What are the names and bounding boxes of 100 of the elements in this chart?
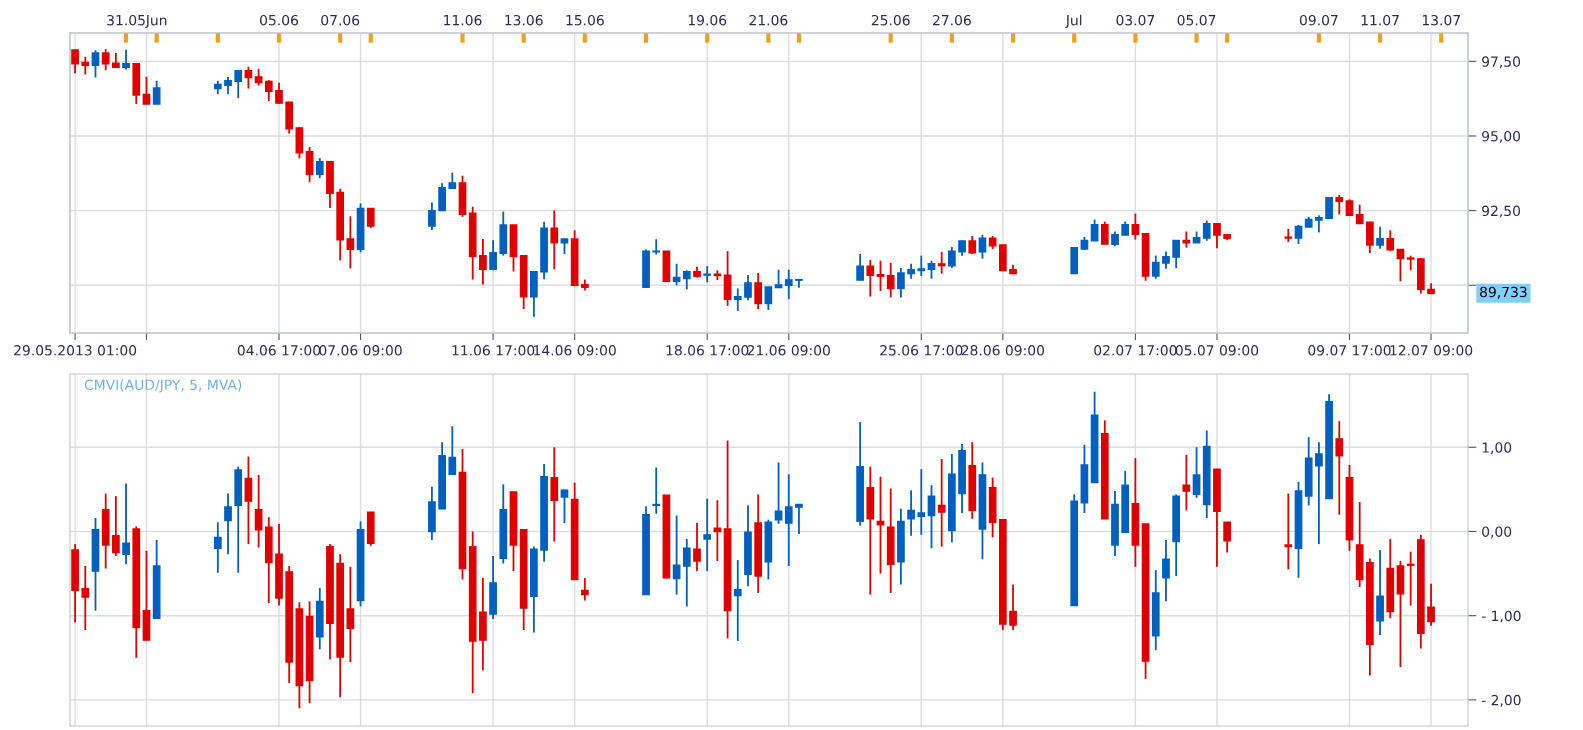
x2-tick-label: 21.06 [749,14,788,26]
candlestick [978,233,987,260]
candlestick [1376,225,1384,250]
x2-tick-label: Jun [145,15,167,29]
candlestick [703,265,712,284]
candlestick [1223,521,1231,554]
candlestick [122,482,130,566]
y-tick-label: 97,50 [1482,56,1521,69]
candlestick [1294,224,1303,245]
x-tick-label: 28.06 09:00 [961,345,1045,356]
candlestick [693,522,701,572]
candlestick [550,209,559,271]
candlestick [764,286,773,311]
candlestick [550,446,559,543]
candlestick [866,258,875,298]
candlestick [1162,538,1170,603]
text: 89,733 [1480,286,1527,299]
chart-title: CMVI(AUD/JPY, 5, MVA) [84,379,242,393]
y-tick-label: 92,50 [1482,205,1521,218]
x2-tick-label: Jul [1065,14,1082,29]
x-tick-label: 29.05.2013 01:00 [14,345,137,356]
candlestick [366,207,375,229]
y-tick-label: 0,00 [1482,526,1512,539]
candlestick [733,287,742,312]
x2-tick-label: 15.06 [566,14,604,26]
candlestick [489,239,497,272]
y-tick-label: 1,00 [1482,442,1512,455]
candlestick [917,254,926,277]
candlestick [1315,441,1323,546]
x-tick-label: 18.06 17:00 [666,345,749,356]
candlestick [1131,212,1140,241]
candlestick [244,455,253,546]
candlestick [1172,239,1181,270]
x-tick-label: 02.07 17:00 [1094,345,1177,356]
candlestick [703,497,712,572]
candlestick [744,274,752,302]
candlestick [234,69,243,99]
candlestick [652,238,661,256]
y-tick-label: - 2,00 [1481,694,1521,707]
candlestick [264,79,273,102]
x2-tick-label: 07.06 [321,14,360,26]
candlestick [479,238,487,286]
x2-tick-label: 25.06 [871,14,910,26]
candlestick [560,488,569,524]
candlestick [917,468,926,536]
x-tick-label: 25.06 17:00 [880,345,963,356]
x-tick-label: 09.07 17:00 [1308,345,1391,356]
candlestick [907,489,915,537]
candlestick [122,48,130,71]
x2-tick-label: 19.06 [688,14,727,26]
candlestick [795,278,803,289]
candlestick [1192,446,1201,499]
candlestick [142,75,151,105]
candlestick [795,503,803,535]
candlestick [652,466,661,515]
candlestick [927,484,936,550]
candlestick [244,65,253,90]
y-tick-label: 95,00 [1482,130,1521,143]
x-tick-label: 14.06 09:00 [534,345,616,356]
candlestick [682,269,691,291]
candlestick [1284,492,1293,571]
x2-tick-label: 31.05 [107,14,145,26]
candlestick [937,458,946,548]
candlestick [1213,222,1221,250]
candlestick [1335,194,1344,216]
candlestick [948,246,956,269]
x-tick-label: 11.06 17:00 [452,345,535,356]
candlestick [1406,550,1415,607]
candlestick [101,48,110,72]
candlestick [81,565,90,631]
candlestick [886,261,895,299]
candlestick [346,565,355,663]
candlestick [1325,197,1333,220]
candlestick [733,559,742,642]
candlestick [315,157,324,179]
candlestick [672,262,681,287]
candlestick [1151,254,1160,280]
candlestick [213,521,222,574]
candlestick [1335,420,1344,516]
x-tick-label: 04.06 17:00 [237,345,321,356]
candlestick [1427,582,1435,627]
candlestick [876,259,885,292]
candlestick [784,473,793,567]
candlestick [438,182,446,212]
x2-tick-label: 05.07 [1177,14,1216,26]
candlestick [152,79,161,105]
y-tick-label: - 1,00 [1481,610,1521,623]
x2-tick-label: 13.07 [1422,14,1460,26]
candlestick [1009,583,1017,631]
candlestick [713,499,722,562]
candlestick [112,495,120,557]
candlestick [672,514,681,596]
candlestick [937,250,946,275]
x-tick-label: 07.06 09:00 [319,345,402,356]
candlestick [754,272,763,311]
candlestick [91,49,100,79]
x-tick-label: 05.07 09:00 [1175,345,1259,356]
candlestick [897,267,905,299]
candlestick [784,268,793,301]
candlestick [448,425,457,476]
